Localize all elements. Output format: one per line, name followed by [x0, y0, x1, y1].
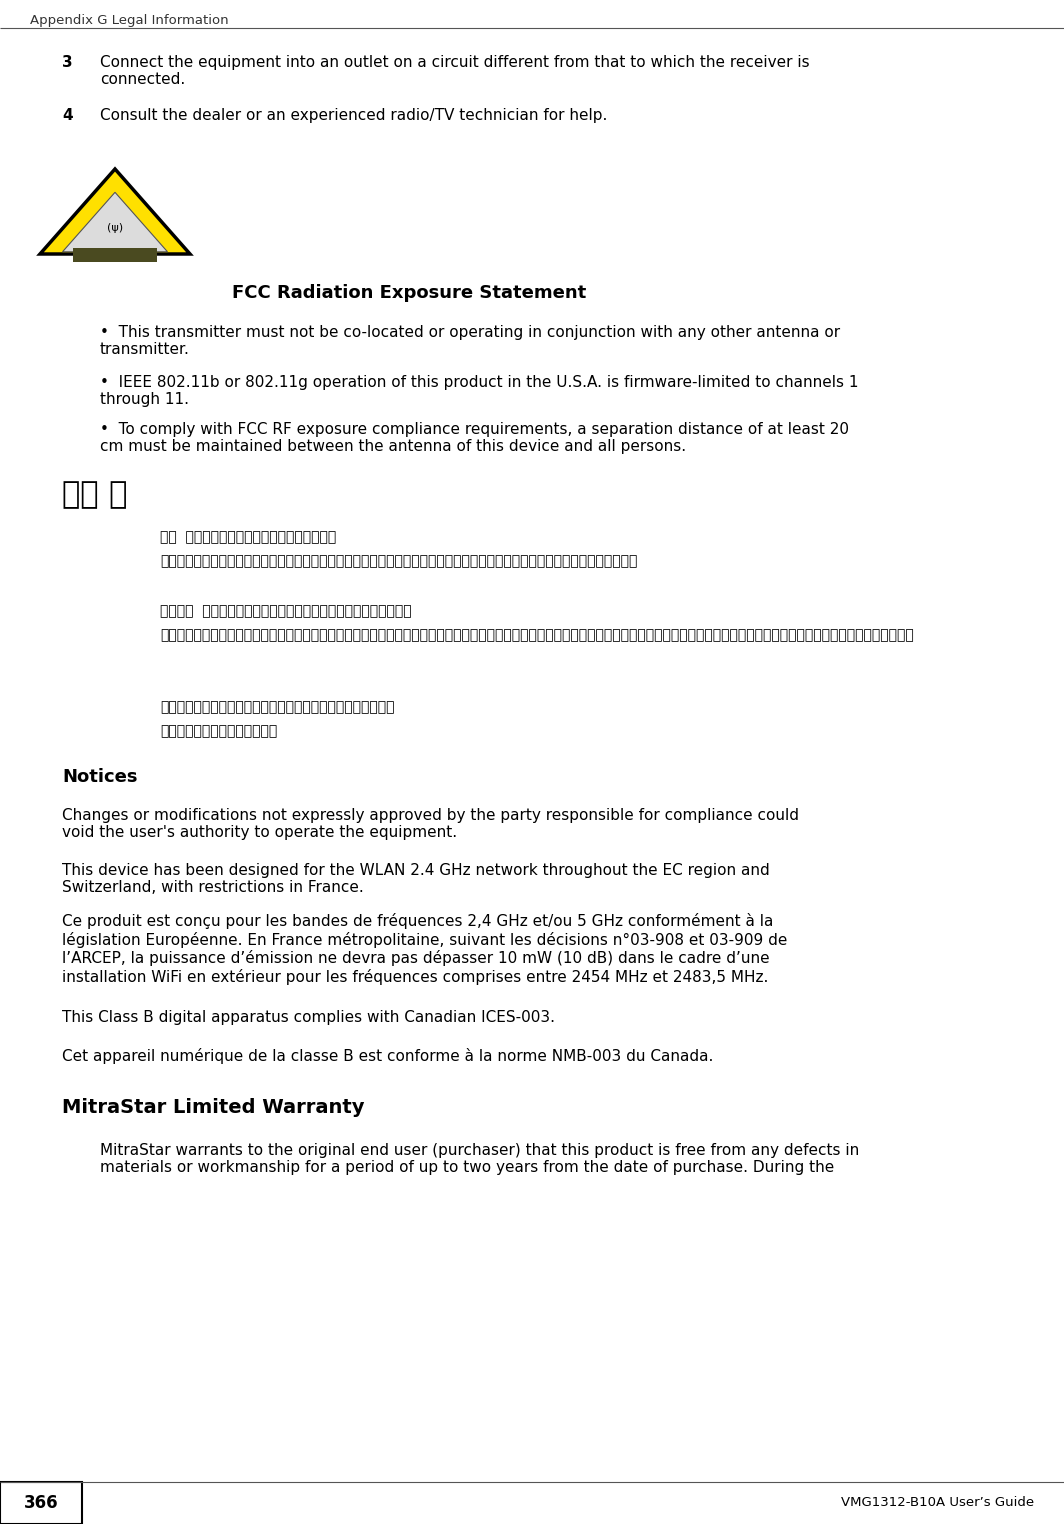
Text: Connect the equipment into an outlet on a circuit different from that to which t: Connect the equipment into an outlet on … — [100, 55, 810, 87]
Text: VMG1312-B10A User’s Guide: VMG1312-B10A User’s Guide — [841, 1497, 1034, 1509]
Text: Notices: Notices — [62, 768, 137, 786]
Text: •  IEEE 802.11b or 802.11g operation of this product in the U.S.A. is firmware-l: • IEEE 802.11b or 802.11g operation of t… — [100, 375, 859, 407]
Text: 3: 3 — [62, 55, 72, 70]
Text: 經型式認證合格之低功率射頻電機，非經許可，公司、商號或使用者均不得擅自變更頻率、加大功率或變更原設計之特性及功能。: 經型式認證合格之低功率射頻電機，非經許可，公司、商號或使用者均不得擅自變更頻率、… — [160, 555, 637, 568]
Text: •  To comply with FCC RF exposure compliance requirements, a separation distance: • To comply with FCC RF exposure complia… — [100, 422, 849, 454]
Text: 366: 366 — [23, 1494, 59, 1512]
Text: 4: 4 — [62, 108, 72, 123]
Text: Cet appareil numérique de la classe B est conforme à la norme NMB-003 du Canada.: Cet appareil numérique de la classe B es… — [62, 1049, 713, 1064]
Text: ；經發現有干擾現象時，應立即停用，並改善至無干擾時方得繼續使用。前項合法通信，指依電信規定作業之無線電信。低功率射頻電機須忍受合法通信或工業、科學及醫療用電波輺: ；經發現有干擾現象時，應立即停用，並改善至無干擾時方得繼續使用。前項合法通信，指… — [160, 628, 914, 642]
Polygon shape — [63, 192, 167, 251]
Text: MitraStar warrants to the original end user (purchaser) that this product is fre: MitraStar warrants to the original end u… — [100, 1143, 860, 1175]
Text: This Class B digital apparatus complies with Canadian ICES-003.: This Class B digital apparatus complies … — [62, 1010, 555, 1026]
Text: 本機限在不干擾合法電臺與不受被干擾保障條件下於室內使用。: 本機限在不干擾合法電臺與不受被干擾保障條件下於室內使用。 — [160, 700, 395, 715]
Text: 依據  低功率電波輺射性電機管理辦法第十二條: 依據 低功率電波輺射性電機管理辦法第十二條 — [160, 530, 336, 544]
Text: (ψ): (ψ) — [107, 223, 123, 233]
Text: •  This transmitter must not be co-located or operating in conjunction with any : • This transmitter must not be co-locate… — [100, 325, 841, 358]
Text: MitraStar Limited Warranty: MitraStar Limited Warranty — [62, 1097, 365, 1117]
Text: Changes or modifications not expressly approved by the party responsible for com: Changes or modifications not expressly a… — [62, 808, 799, 840]
Text: Ce produit est conçu pour les bandes de fréquences 2,4 GHz et/ou 5 GHz conformém: Ce produit est conçu pour les bandes de … — [62, 913, 787, 985]
Text: 注意 ！: 注意 ！ — [62, 480, 128, 509]
FancyBboxPatch shape — [73, 248, 157, 262]
Text: This device has been designed for the WLAN 2.4 GHz network throughout the EC reg: This device has been designed for the WL… — [62, 863, 769, 896]
FancyBboxPatch shape — [0, 1481, 82, 1524]
Text: Consult the dealer or an experienced radio/TV technician for help.: Consult the dealer or an experienced rad… — [100, 108, 608, 123]
Text: Appendix G Legal Information: Appendix G Legal Information — [30, 14, 229, 27]
Text: 第十四條  低功率射頻電機之使用不得影響飛航安全及干擾合法通信: 第十四條 低功率射頻電機之使用不得影響飛航安全及干擾合法通信 — [160, 604, 412, 619]
Text: 減少電磁波影響，請妥適使用。: 減少電磁波影響，請妥適使用。 — [160, 724, 278, 738]
Polygon shape — [40, 169, 190, 255]
Text: FCC Radiation Exposure Statement: FCC Radiation Exposure Statement — [232, 283, 586, 302]
